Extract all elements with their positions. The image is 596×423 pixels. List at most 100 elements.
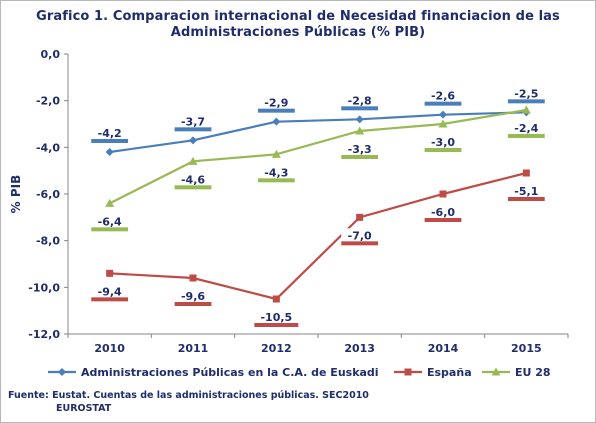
data-point-euskadi xyxy=(439,110,447,119)
y-tick-label: -2,0 xyxy=(36,95,60,108)
data-label-box-espana xyxy=(91,284,129,301)
y-tick-label: -6,0 xyxy=(36,188,60,201)
data-point-espana xyxy=(439,190,447,198)
data-label-underline-eu28 xyxy=(257,178,295,183)
data-label-box-espana xyxy=(424,205,462,221)
data-label-underline-eu28 xyxy=(424,148,462,152)
data-label-underline-euskadi xyxy=(507,99,545,104)
data-label-box-eu28 xyxy=(341,142,379,158)
data-point-euskadi xyxy=(105,148,114,156)
data-label-underline-eu28 xyxy=(341,155,379,159)
legend-marker-espana xyxy=(404,368,412,376)
source-line-2: EUROSTAT xyxy=(56,403,112,414)
data-label-box-euskadi xyxy=(424,88,462,105)
x-tick-label: 2012 xyxy=(261,342,292,355)
data-label-underline-euskadi xyxy=(341,106,379,111)
data-label-euskadi: -4,2 xyxy=(98,127,122,140)
data-label-eu28: -2,4 xyxy=(514,122,538,135)
data-label-espana: -9,4 xyxy=(98,285,122,298)
data-label-espana: -9,6 xyxy=(181,290,205,303)
data-label-euskadi: -2,5 xyxy=(514,87,538,100)
legend-marker-euskadi xyxy=(58,368,66,376)
data-label-box-espana xyxy=(507,184,545,200)
data-label-underline-euskadi xyxy=(174,127,212,132)
data-label-eu28: -6,4 xyxy=(98,215,122,228)
y-tick-label: -4,0 xyxy=(36,141,60,154)
data-point-euskadi xyxy=(355,115,364,124)
data-label-eu28: -3,0 xyxy=(431,136,455,149)
data-label-euskadi: -2,6 xyxy=(431,90,455,103)
y-tick-label: 0,0 xyxy=(41,48,61,61)
data-label-eu28: -4,3 xyxy=(264,166,288,179)
data-label-box-euskadi xyxy=(91,126,129,142)
data-point-espana xyxy=(106,269,114,277)
data-label-box-espana xyxy=(254,310,299,326)
x-tick-label: 2011 xyxy=(178,342,209,355)
data-label-underline-espana xyxy=(91,297,129,302)
source-line-1: Fuente: Eustat. Cuentas de las administr… xyxy=(8,390,369,401)
x-tick-label: 2013 xyxy=(344,342,375,355)
chart-title-line-2: Administraciones Públicas (% PIB) xyxy=(170,25,426,40)
chart-title-line-1: Grafico 1. Comparacion internacional de … xyxy=(36,9,560,24)
data-point-eu28 xyxy=(438,119,448,128)
data-label-eu28: -4,6 xyxy=(181,173,205,186)
data-label-underline-euskadi xyxy=(257,108,295,113)
data-label-underline-espana xyxy=(254,323,299,327)
legend-label-espana: España xyxy=(427,366,472,379)
data-point-espana xyxy=(272,295,280,303)
data-label-euskadi: -2,9 xyxy=(264,97,288,110)
data-label-box-eu28 xyxy=(174,172,212,189)
x-tick-label: 2015 xyxy=(511,342,542,355)
data-point-euskadi xyxy=(189,136,197,145)
data-label-box-euskadi xyxy=(174,114,212,131)
series-line-eu28 xyxy=(109,108,527,205)
legend-marker-eu28 xyxy=(491,367,501,376)
data-point-euskadi xyxy=(272,117,281,126)
x-tick-label: 2014 xyxy=(428,342,459,355)
data-point-eu28 xyxy=(355,126,365,135)
data-label-box-eu28 xyxy=(91,214,129,231)
x-tick-label: 2010 xyxy=(94,342,125,355)
data-label-underline-euskadi xyxy=(91,139,129,143)
data-label-box-euskadi xyxy=(341,93,379,110)
legend-label-eu28: EU 28 xyxy=(515,366,551,379)
data-label-box-eu28 xyxy=(507,121,545,137)
data-point-eu28 xyxy=(521,105,531,114)
data-label-underline-espana xyxy=(424,218,462,222)
data-point-espana xyxy=(356,213,364,221)
data-label-espana: -7,0 xyxy=(348,229,372,242)
data-label-espana: -6,0 xyxy=(431,206,455,219)
data-point-eu28 xyxy=(271,149,281,158)
data-label-box-espana xyxy=(341,228,379,245)
y-axis-title: % PIB xyxy=(9,175,23,214)
data-label-box-euskadi xyxy=(507,86,545,103)
data-label-underline-euskadi xyxy=(424,101,462,106)
data-label-underline-eu28 xyxy=(174,185,212,190)
data-label-espana: -5,1 xyxy=(514,185,538,198)
data-point-espana xyxy=(189,274,197,282)
y-tick-label: -12,0 xyxy=(28,328,60,341)
data-point-espana xyxy=(522,169,530,177)
data-label-box-eu28 xyxy=(424,135,462,151)
data-label-box-eu28 xyxy=(257,165,295,182)
data-label-euskadi: -2,8 xyxy=(348,94,372,107)
series-line-euskadi xyxy=(109,111,527,154)
data-label-underline-eu28 xyxy=(507,134,545,138)
source-note: Fuente: Eustat. Cuentas de las administr… xyxy=(8,389,369,415)
data-label-underline-espana xyxy=(341,241,379,246)
y-tick-label: -8,0 xyxy=(36,235,60,248)
data-label-underline-espana xyxy=(174,302,212,306)
data-label-euskadi: -3,7 xyxy=(181,115,205,128)
y-tick-label: -10,0 xyxy=(28,281,60,294)
data-label-eu28: -3,3 xyxy=(348,143,372,156)
series-line-espana xyxy=(109,171,527,301)
data-label-box-espana xyxy=(174,289,212,305)
data-label-underline-espana xyxy=(507,197,545,201)
data-label-box-euskadi xyxy=(257,95,295,112)
legend-label-euskadi: Administraciones Públicas en la C.A. de … xyxy=(81,366,379,379)
data-label-espana: -10,5 xyxy=(260,311,292,324)
data-point-eu28 xyxy=(188,156,198,165)
data-point-eu28 xyxy=(105,198,115,207)
